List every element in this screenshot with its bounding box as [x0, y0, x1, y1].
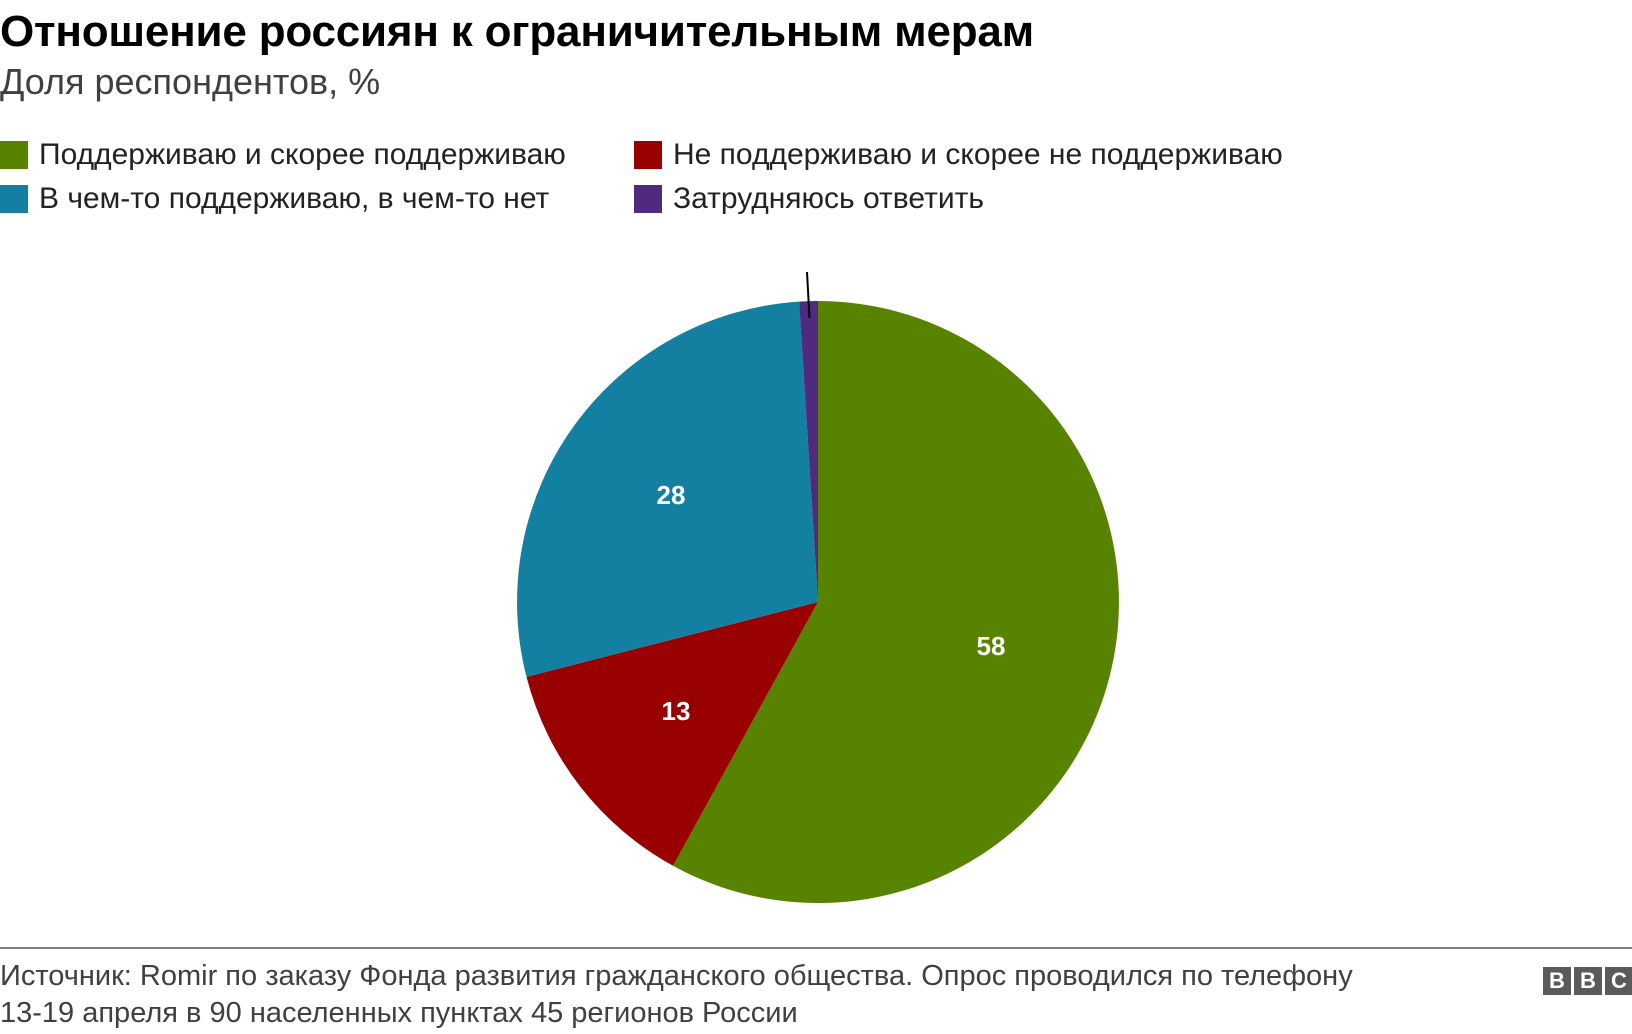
- source-line-2: 13-19 апреля в 90 населенных пунктах 45 …: [0, 997, 798, 1029]
- source-line-1: Источник: Romir по заказу Фонда развития…: [0, 960, 1353, 992]
- bbc-logo-letter: B: [1543, 967, 1571, 995]
- legend-label: Поддерживаю и скорее поддерживаю: [39, 138, 566, 171]
- pie-slice-undecided[interactable]: [799, 301, 818, 602]
- legend-item-support: Поддерживаю и скорее поддерживаю: [0, 135, 566, 175]
- legend-label: Не поддерживаю и скорее не поддерживаю: [673, 138, 1283, 171]
- legend-item-partial: В чем-то поддерживаю, в чем-то нет: [0, 179, 549, 219]
- legend-item-undecided: Затрудняюсь ответить: [634, 179, 984, 219]
- legend-swatch-green: [0, 141, 28, 169]
- legend-item-oppose: Не поддерживаю и скорее не поддерживаю: [634, 135, 1283, 175]
- footer-divider: [0, 947, 1632, 949]
- slice-label-support: 58: [977, 631, 1006, 661]
- legend-swatch-purple: [634, 185, 662, 213]
- pie-slice-oppose[interactable]: [526, 602, 819, 866]
- slice-label-partial: 28: [657, 480, 686, 510]
- legend-label: Затрудняюсь ответить: [673, 182, 984, 215]
- pie-slice-support[interactable]: [673, 301, 1119, 904]
- legend-swatch-blue: [0, 185, 28, 213]
- pie-slice-partial[interactable]: [517, 301, 818, 677]
- bbc-logo-letter: C: [1605, 967, 1632, 995]
- source-note: Источник: Romir по заказу Фонда развития…: [0, 958, 1520, 1032]
- leader-line: [806, 271, 811, 319]
- bbc-logo-letter: B: [1574, 967, 1602, 995]
- legend-swatch-red: [634, 141, 662, 169]
- pie-chart: 58 13 28: [517, 271, 1119, 904]
- slice-label-oppose: 13: [662, 696, 691, 726]
- chart-title: Отношение россиян к ограничительным мера…: [0, 7, 1035, 56]
- legend-label: В чем-то поддерживаю, в чем-то нет: [39, 182, 550, 215]
- chart-subtitle: Доля респондентов, %: [0, 61, 381, 102]
- bbc-logo: B B C: [1543, 967, 1632, 995]
